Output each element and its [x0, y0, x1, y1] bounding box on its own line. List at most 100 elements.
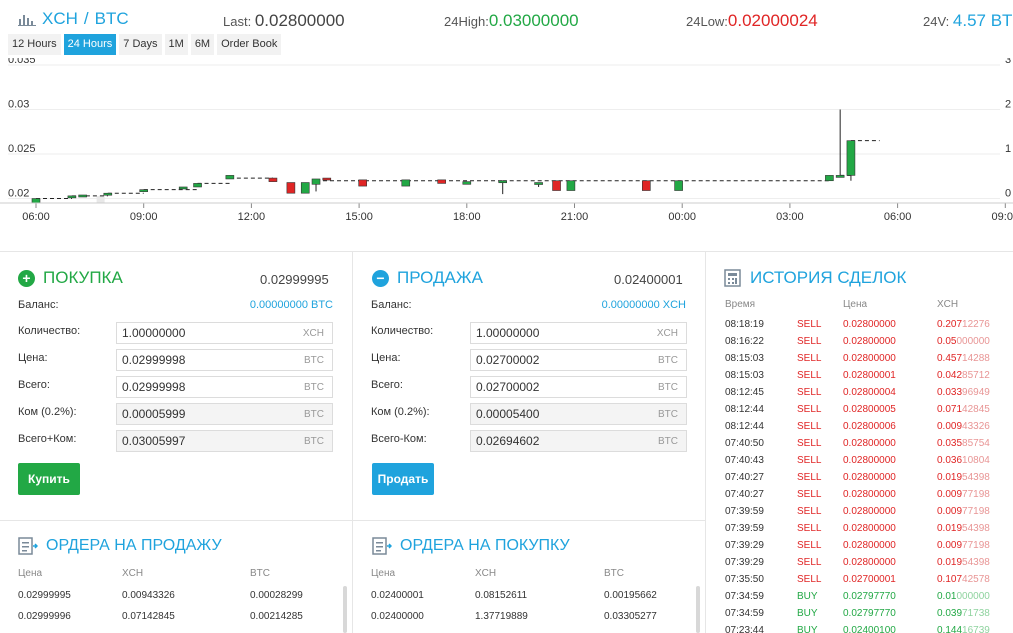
buy-input-value[interactable]: 0.00005999: [122, 407, 186, 421]
tab-6m[interactable]: 6M: [190, 34, 215, 55]
buy-orders-scrollbar[interactable]: [696, 586, 700, 633]
history-row: 08:12:45 SELL 0.02800004 0.03396949: [725, 387, 1013, 404]
volume-24h-label: 24V:: [923, 14, 950, 29]
history-amount-tail: 77198: [962, 489, 990, 500]
sell-input-value[interactable]: 0.00005400: [476, 407, 540, 421]
base-currency[interactable]: XCH: [42, 9, 78, 28]
sell-input-value[interactable]: 0.02700002: [476, 353, 540, 367]
buy_orders-cell[interactable]: 0.02400000: [371, 611, 424, 622]
low-24h-label: 24Low:: [686, 14, 728, 29]
sell-input-unit: BTC: [658, 408, 678, 420]
sell-orders-scrollbar[interactable]: [343, 586, 347, 633]
history-price: 0.02800000: [843, 336, 896, 347]
candle-body: [825, 175, 834, 182]
buy-input-unit: BTC: [304, 381, 324, 393]
history-amount: 0.04285712: [937, 370, 990, 381]
candle-body: [31, 198, 41, 204]
history-amount: 0.01954398: [937, 523, 990, 534]
y-tick-label: 0.025: [8, 143, 36, 155]
history-col-time: Время: [725, 299, 756, 310]
buy-input-field[interactable]: 0.02999998 BTC: [116, 376, 333, 398]
sell-button[interactable]: Продать: [372, 463, 434, 495]
buy_orders-cell[interactable]: 0.03305277: [604, 611, 657, 622]
chart-divider: [0, 251, 1013, 252]
history-amount: 0.00943326: [937, 421, 990, 432]
orders-list-icon: [18, 537, 38, 555]
sell_orders-cell[interactable]: 0.00943326: [122, 590, 175, 601]
buy-input-field[interactable]: 0.00005999 BTC: [116, 403, 333, 425]
buy-input-value[interactable]: 0.02999998: [122, 353, 186, 367]
buy-input-value[interactable]: 0.02999998: [122, 380, 186, 394]
buy_orders-cell[interactable]: 0.00195662: [604, 590, 657, 601]
history-row: 08:15:03 SELL 0.02800001 0.04285712: [725, 370, 1013, 387]
history-type: SELL: [797, 370, 822, 381]
buy-input-value[interactable]: 1.00000000: [122, 326, 186, 340]
history-row: 08:18:19 SELL 0.02800000 0.20712276: [725, 319, 1013, 336]
history-time: 08:12:44: [725, 404, 764, 415]
history-type: SELL: [797, 438, 822, 449]
buy_orders-cell[interactable]: 0.08152611: [475, 590, 528, 601]
buy-best-price[interactable]: 0.02999995: [260, 272, 329, 287]
history-amount: 0.00977198: [937, 489, 990, 500]
price-chart[interactable]: 0.035 3 0.03 2 0.025 1 0.02 0 06:00 09:00 12:00 15:…: [0, 58, 1013, 238]
buy-balance-value[interactable]: 0.00000000 BTC: [249, 299, 333, 311]
history-price: 0.02797770: [843, 608, 896, 619]
buy-orders-title: ОРДЕРА НА ПОКУПКУ: [372, 537, 570, 555]
sell-input-value[interactable]: 1.00000000: [476, 326, 540, 340]
history-row: 08:12:44 SELL 0.02800006 0.00943326: [725, 421, 1013, 438]
timeframe-tabs: 12 Hours 24 Hours 7 Days 1M 6M Order Book: [8, 34, 282, 55]
buy-input-unit: XCH: [302, 327, 324, 339]
history-time: 08:12:44: [725, 421, 764, 432]
candle-body: [139, 189, 148, 192]
tab-24-hours[interactable]: 24 Hours: [63, 34, 117, 55]
history-time: 08:18:19: [725, 319, 764, 330]
tab-12-hours[interactable]: 12 Hours: [8, 34, 61, 55]
y-right-tick-label: 1: [1005, 143, 1011, 155]
orders-divider: [0, 520, 705, 521]
buy-input-value[interactable]: 0.03005997: [122, 434, 186, 448]
history-time: 07:34:59: [725, 591, 764, 602]
history-amount-main: 0.457: [937, 353, 963, 364]
sell-input-field[interactable]: 0.02700002 BTC: [470, 349, 687, 371]
candle-body: [225, 175, 235, 180]
sell_orders-cell[interactable]: 0.00028299: [250, 590, 303, 601]
history-price: 0.02800000: [843, 455, 896, 466]
buy_orders-cell[interactable]: 1.37719889: [475, 611, 528, 622]
candle-body: [498, 180, 508, 184]
sell_orders-cell[interactable]: 0.00214285: [250, 611, 303, 622]
buy-input-field[interactable]: 1.00000000 XCH: [116, 322, 333, 344]
sell-input-value[interactable]: 0.02700002: [476, 380, 540, 394]
history-time: 08:15:03: [725, 370, 764, 381]
history-time: 08:16:22: [725, 336, 764, 347]
buy-button[interactable]: Купить: [18, 463, 80, 495]
history-price: 0.02800000: [843, 540, 896, 551]
history-amount-main: 0.144: [937, 625, 963, 633]
history-type: SELL: [797, 472, 822, 483]
history-type: SELL: [797, 523, 822, 534]
sell-input-field[interactable]: 0.02694602 BTC: [470, 430, 687, 452]
tab-1m[interactable]: 1M: [164, 34, 188, 55]
history-price: 0.02800000: [843, 353, 896, 364]
sell_orders-cell[interactable]: 0.07142845: [122, 611, 175, 622]
sell-input-field[interactable]: 0.00005400 BTC: [470, 403, 687, 425]
sell-input-field[interactable]: 0.02700002 BTC: [470, 376, 687, 398]
history-price: 0.02800006: [843, 421, 896, 432]
tab-7-days[interactable]: 7 Days: [119, 34, 162, 55]
buy_orders-cell[interactable]: 0.02400001: [371, 590, 424, 601]
buy-input-field[interactable]: 0.03005997 BTC: [116, 430, 333, 452]
history-amount-tail: 96949: [962, 387, 990, 398]
history-price: 0.02400100: [843, 625, 896, 633]
sell-best-price[interactable]: 0.02400001: [614, 272, 683, 287]
buy-field-label: Цена:: [18, 352, 48, 364]
sell-input-field[interactable]: 1.00000000 XCH: [470, 322, 687, 344]
quote-currency[interactable]: BTC: [94, 9, 129, 28]
candle-body: [178, 186, 188, 190]
history-title: ИСТОРИЯ СДЕЛОК: [724, 268, 906, 288]
sell-balance-value[interactable]: 0.00000000 XCH: [601, 299, 686, 311]
sell-input-value[interactable]: 0.02694602: [476, 434, 540, 448]
sell_orders-cell[interactable]: 0.02999995: [18, 590, 71, 601]
tab-order-book[interactable]: Order Book: [217, 34, 282, 55]
sell_orders-cell[interactable]: 0.02999996: [18, 611, 71, 622]
sell-title-text: ПРОДАЖА: [397, 268, 483, 287]
buy-input-field[interactable]: 0.02999998 BTC: [116, 349, 333, 371]
